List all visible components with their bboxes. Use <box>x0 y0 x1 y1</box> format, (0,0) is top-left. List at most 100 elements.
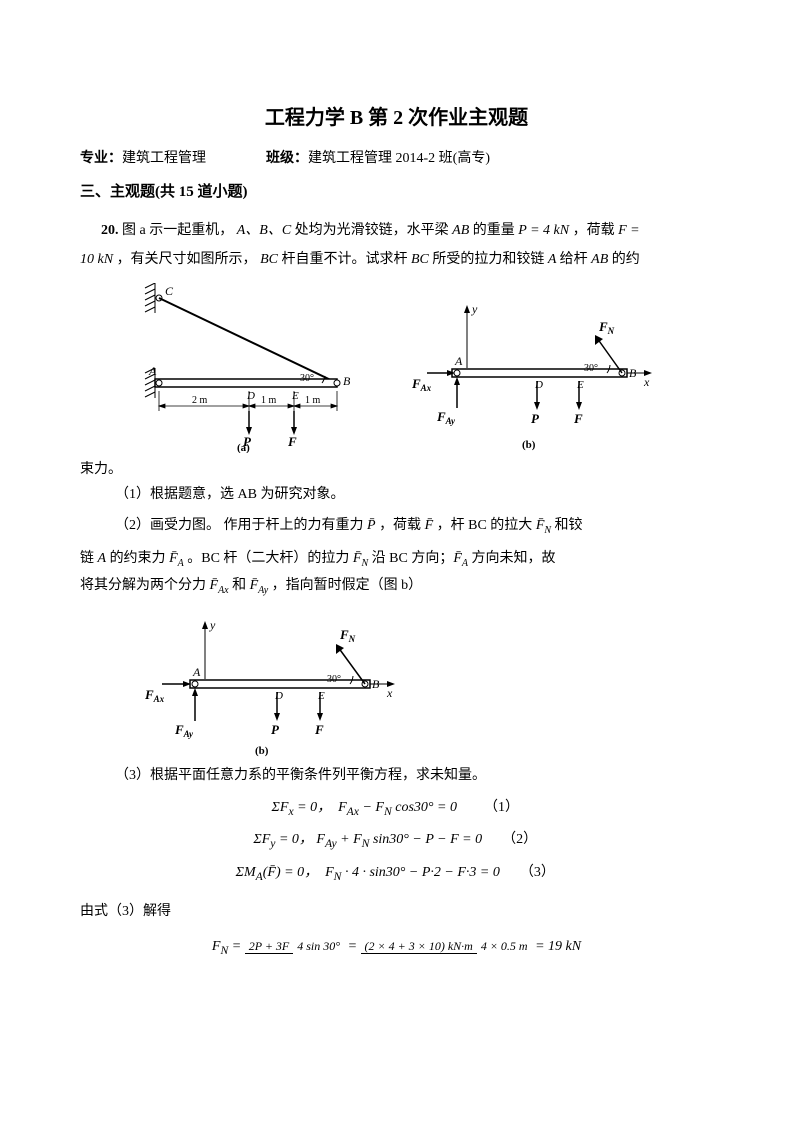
q2-p3: BC <box>260 252 281 267</box>
vec-F: F̄ <box>425 518 434 533</box>
q-t8: F = <box>618 223 640 238</box>
q2-p2: ，有关尺寸如图所示， <box>117 252 257 267</box>
s2l1a: （2）画受力图。 作用于杆上的力有重力 <box>115 518 367 533</box>
label-D-b: D <box>534 379 543 391</box>
label-E-b: E <box>576 379 584 391</box>
step2-l3: 将其分解为两个分力 F̄Ax 和 F̄Ay ，指向暂时假定（图 b） <box>80 573 713 600</box>
equation-final: FN = 2P + 3F4 sin 30° = (2 × 4 + 3 × 10)… <box>80 934 713 961</box>
figure-row-ab: C A B 30° D E <box>80 283 713 453</box>
q-t2: A、B、C <box>237 223 295 238</box>
label-F-a: F <box>287 434 297 449</box>
angle-b2: 30° <box>327 674 341 685</box>
final-result: = 19 kN <box>535 939 581 954</box>
vec-FA: F̄A <box>169 551 184 566</box>
eq2-num: （2） <box>500 827 540 852</box>
caption-b2: (b) <box>255 745 269 757</box>
axis-x2: x <box>386 686 393 700</box>
frac2-num: (2 × 4 + 3 × 10) kN·m <box>361 939 477 954</box>
q-t5: 的重量 <box>473 223 519 238</box>
class: 班级：建筑工程管理 2014-2 班(高专) <box>266 146 490 171</box>
q-t1: 图 a 示一起重机， <box>122 223 233 238</box>
q-t4: AB <box>452 223 473 238</box>
lD2: D <box>274 690 283 702</box>
s2l1b: ，荷载 <box>379 518 425 533</box>
s2l2b: 的约束力 <box>110 551 170 566</box>
label-E: E <box>291 390 299 402</box>
figure-b2: y A B x FN 30° FAx FAy D E P F (b) <box>140 609 400 759</box>
q2-p7: A <box>548 252 560 267</box>
major-label: 专业： <box>80 151 122 166</box>
question-line1: 20. 图 a 示一起重机， A、B、C 处均为光滑铰链，水平梁 AB 的重量 … <box>80 218 713 243</box>
vec-Fax: F̄Ax <box>210 578 229 593</box>
angle-b: 30° <box>584 363 598 374</box>
label-C: C <box>165 284 174 298</box>
equation-2: ΣFy = 0， FAy + FN sin30° − P − F = 0 （2） <box>80 827 713 854</box>
major-value: 建筑工程管理 <box>122 151 206 166</box>
label-B: B <box>343 374 351 388</box>
label-F-b: F <box>573 411 583 426</box>
s2l2-A: A <box>98 551 107 566</box>
s2l3c: ，指向暂时假定（图 b） <box>272 578 423 593</box>
q2-p9: AB <box>591 252 612 267</box>
equation-3: ΣMA(F̄) = 0， FN · 4 · sin30° − P·2 − F·3… <box>80 860 713 887</box>
lFax2: FAx <box>144 687 165 704</box>
s2l3a: 将其分解为两个分力 <box>80 578 210 593</box>
vec-Fay: F̄Ay <box>250 578 269 593</box>
step3: （3）根据平面任意力系的平衡条件列平衡方程，求未知量。 <box>80 763 713 788</box>
s2l1d: 和铰 <box>555 518 583 533</box>
s2l3b: 和 <box>232 578 250 593</box>
question-line2: 10 kN ，有关尺寸如图所示， BC 杆自重不计。试求杆 BC 所受的拉力和铰… <box>80 247 713 272</box>
q-t3: 处均为光滑铰链，水平梁 <box>295 223 453 238</box>
vec-Fn2: F̄N <box>353 551 368 566</box>
axis-y2: y <box>209 618 216 632</box>
lE2: E <box>317 690 325 702</box>
q-t7: ，荷载 <box>573 223 619 238</box>
header-row: 专业：建筑工程管理 班级：建筑工程管理 2014-2 班(高专) <box>80 146 713 171</box>
q2-p10: 的约 <box>612 252 640 267</box>
dim-1m-1: 1 m <box>261 395 277 406</box>
axis-x: x <box>643 375 650 389</box>
s2l2e: 方向未知，故 <box>472 551 556 566</box>
axis-y: y <box>471 302 478 316</box>
step2-l2: 链 A 的约束力 F̄A 。BC 杆（二大杆）的拉力 F̄N 沿 BC 方向；F… <box>80 546 713 573</box>
doc-title: 工程力学 B 第 2 次作业主观题 <box>80 100 713 136</box>
dim-1m-2: 1 m <box>305 395 321 406</box>
lF2: F <box>314 722 324 737</box>
step1: （1）根据题意，选 AB 为研究对象。 <box>80 482 713 507</box>
angle-a: 30° <box>300 373 314 384</box>
vec-P: P̄ <box>367 518 376 533</box>
q2-p5: BC <box>411 252 432 267</box>
label-Fn: FN <box>598 319 615 336</box>
q2-p6: 所受的拉力和铰链 <box>432 252 548 267</box>
lP2: P <box>271 722 280 737</box>
label-Fax: FAx <box>411 376 432 393</box>
q-t6: P = 4 kN <box>518 223 569 238</box>
figure-a: C A B 30° D E <box>137 283 367 453</box>
s2l2d: 沿 BC 方向； <box>372 551 454 566</box>
lFn2: FN <box>339 627 356 644</box>
class-value: 建筑工程管理 2014-2 班(高专) <box>308 151 490 166</box>
s2l2a: 链 <box>80 551 98 566</box>
s2l1c: ，杆 BC 的拉大 <box>437 518 536 533</box>
frac2-den: 4 × 0.5 m <box>477 939 532 953</box>
step2-l1: （2）画受力图。 作用于杆上的力有重力 P̄ ，荷载 F̄ ，杆 BC 的拉大 … <box>80 513 713 540</box>
s2l2c: 。BC 杆（二大杆）的拉力 <box>187 551 353 566</box>
label-Fay: FAy <box>436 409 456 426</box>
label-A: A <box>148 364 157 378</box>
class-label: 班级： <box>266 151 308 166</box>
eq3-num: （3） <box>517 860 557 885</box>
q2-p8: 给杆 <box>560 252 592 267</box>
label-A-b: A <box>454 354 463 368</box>
figure-b-repeat: y A B x FN 30° FAx FAy D E P F (b) <box>140 609 713 759</box>
frac1-num: 2P + 3F <box>245 939 294 954</box>
label-P-b: P <box>531 411 540 426</box>
figure-b: y A B x FN 30° FAx FAy D E P F (b) <box>407 283 657 453</box>
lA2: A <box>192 665 201 679</box>
equation-1: ΣFx = 0， FAx − FN cos30° = 0 （1） <box>80 795 713 822</box>
major: 专业：建筑工程管理 <box>80 146 206 171</box>
trailing-text: 束力。 <box>80 457 713 482</box>
vec-Fn: F̄N <box>536 518 551 533</box>
frac1-den: 4 sin 30° <box>293 939 344 953</box>
section-header: 三、主观题(共 15 道小题) <box>80 179 713 206</box>
vec-FA2: F̄A <box>453 551 468 566</box>
